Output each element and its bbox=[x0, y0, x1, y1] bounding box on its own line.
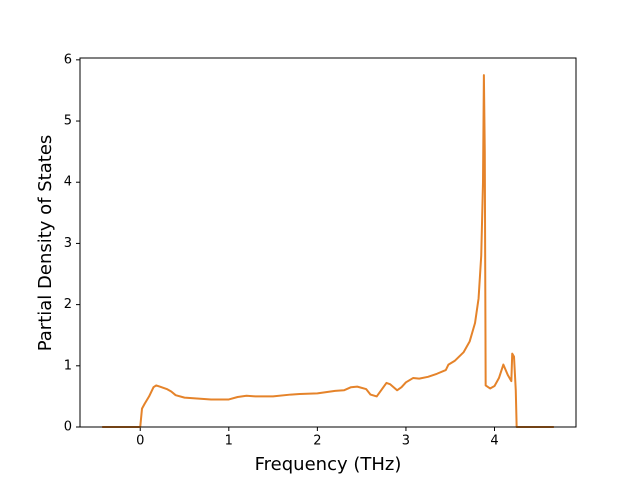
data-line bbox=[102, 74, 554, 428]
y-tick-label: 2 bbox=[64, 297, 72, 312]
y-tick-label: 0 bbox=[64, 420, 72, 435]
x-tick-label: 1 bbox=[225, 434, 233, 449]
y-tick-label: 3 bbox=[64, 236, 72, 251]
y-tick-label: 6 bbox=[64, 52, 72, 67]
y-axis-label: Partial Density of States bbox=[35, 135, 56, 352]
x-axis-label: Frequency (THz) bbox=[255, 454, 402, 475]
x-tick-label: 2 bbox=[313, 434, 321, 449]
y-tick-label: 1 bbox=[64, 358, 72, 373]
x-tick-label: 0 bbox=[136, 434, 144, 449]
x-tick-label: 4 bbox=[490, 434, 498, 449]
x-tick-label: 3 bbox=[402, 434, 410, 449]
y-tick-label: 5 bbox=[64, 114, 72, 129]
y-tick-label: 4 bbox=[64, 175, 72, 190]
plot-frame bbox=[79, 57, 577, 428]
